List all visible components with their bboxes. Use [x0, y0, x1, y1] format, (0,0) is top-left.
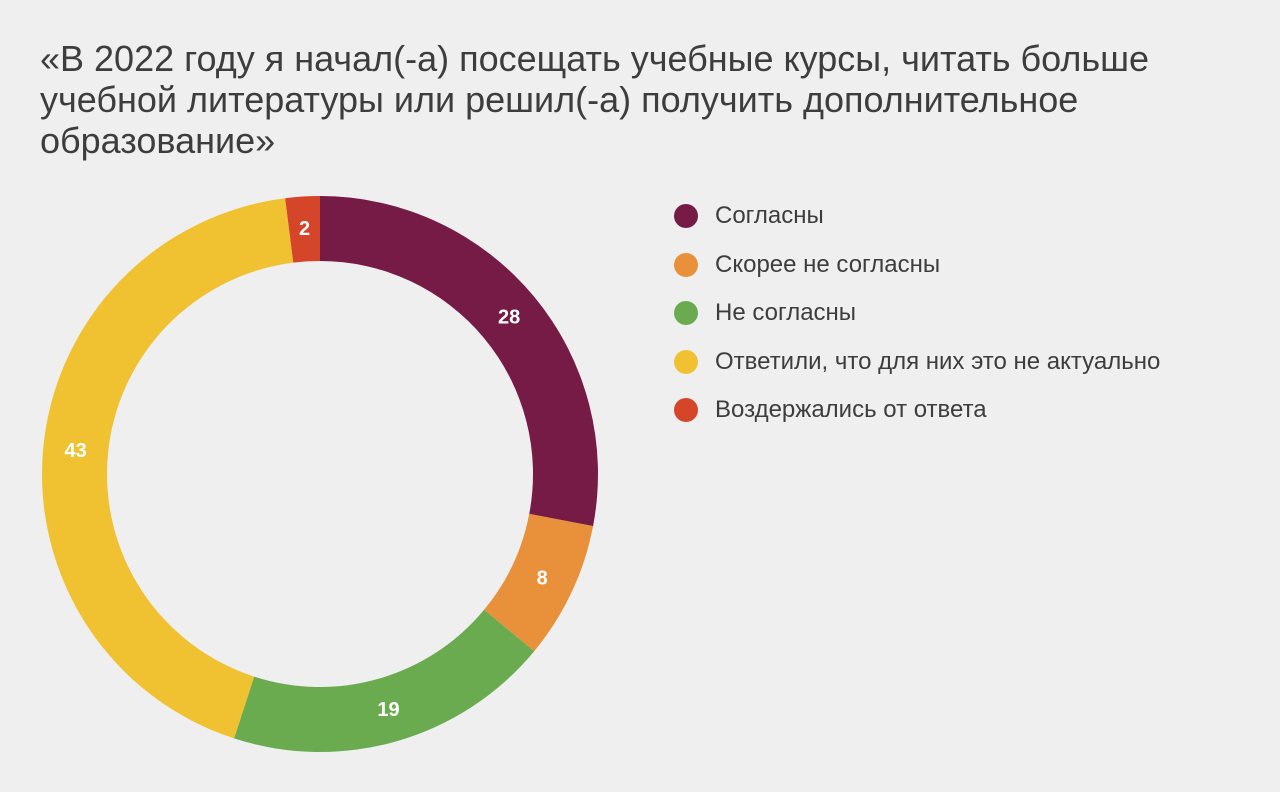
slice-value-label: 43 — [64, 440, 86, 462]
legend-marker — [674, 398, 698, 423]
legend-item: Ответили, что для них это не актуально — [674, 338, 1160, 387]
donut-slice-labels: 28 8 19 43 2 — [64, 218, 547, 721]
slice-value-label: 28 — [498, 307, 520, 329]
legend-label: Согласны — [715, 202, 824, 230]
legend-marker — [674, 301, 698, 326]
legend-item: Не согласны — [674, 289, 1160, 338]
legend-item: Согласны — [674, 192, 1160, 241]
chart-title: «В 2022 году я начал(-а) посещать учебны… — [40, 38, 1150, 161]
donut-slices — [41, 196, 598, 752]
chart-legend: Согласны Скорее не согласны Не согласны Отв… — [674, 192, 1160, 435]
donut-slice-3 — [234, 609, 535, 752]
legend-label: Не согласны — [715, 299, 857, 327]
donut-slice-5 — [285, 196, 320, 263]
slice-value-label: 19 — [377, 699, 399, 721]
legend-marker — [674, 204, 698, 229]
legend-marker — [674, 349, 698, 374]
legend-label: Скорее не согласны — [715, 250, 941, 278]
legend-item: Воздержались от ответа — [674, 386, 1160, 435]
donut-slice-4 — [41, 198, 294, 739]
donut-slice-1 — [320, 196, 598, 527]
legend-label: Воздержались от ответа — [715, 396, 987, 424]
legend-marker — [674, 252, 698, 277]
legend-label: Ответили, что для них это не актуально — [715, 347, 1161, 375]
donut-slice-2 — [484, 513, 594, 652]
slice-value-label: 8 — [537, 568, 548, 590]
legend-item: Скорее не согласны — [674, 241, 1160, 290]
slice-value-label: 2 — [299, 218, 310, 240]
